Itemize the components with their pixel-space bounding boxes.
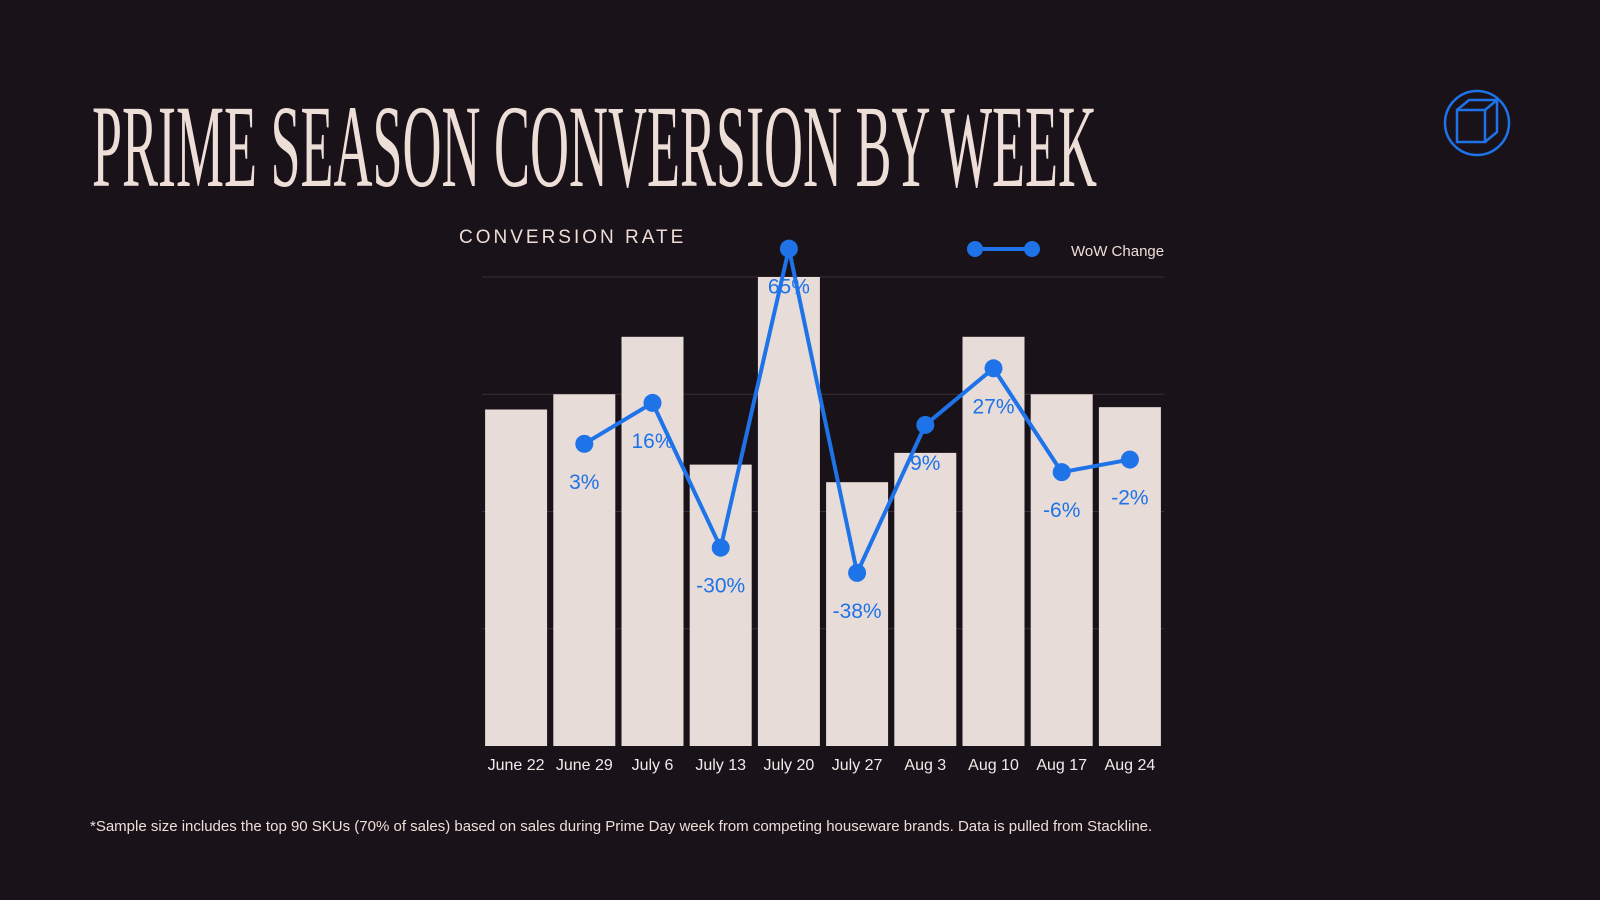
legend-marker [967,241,983,257]
data-label: 65% [768,276,810,299]
chart-title: PRIME SEASON CONVERSION BY WEEK [92,81,1097,212]
data-label: -2% [1111,487,1148,510]
line-point [575,434,594,453]
data-label: -30% [696,575,745,598]
line-point [1120,450,1139,469]
x-tick-label: July 13 [695,757,746,774]
x-tick-label: Aug 17 [1036,757,1087,774]
line-point [1052,463,1071,482]
x-tick-label: Aug 10 [968,757,1019,774]
line-point [643,393,662,412]
x-tick-label: Aug 3 [904,757,946,774]
line-point [916,415,935,434]
line-point [711,538,730,557]
legend-label: WoW Change [1071,243,1164,260]
x-tick-label: June 22 [488,757,545,774]
line-point [779,239,798,258]
bar [485,409,548,746]
bar [962,336,1025,746]
data-label: 27% [972,395,1014,418]
data-label: -38% [833,600,882,623]
x-tick-label: June 29 [556,757,613,774]
x-tick-label: Aug 24 [1105,757,1156,774]
footnote: *Sample size includes the top 90 SKUs (7… [90,818,1152,835]
line-point [984,359,1003,378]
x-tick-label: July 27 [832,757,883,774]
data-label: 16% [631,430,673,453]
line-point [848,563,867,582]
bar [1030,394,1093,746]
bar [553,394,616,746]
x-tick-label: July 20 [764,757,815,774]
logo [1443,89,1511,157]
legend-marker [1024,241,1040,257]
x-tick-label: July 6 [632,757,674,774]
data-label: 3% [569,471,599,494]
data-label: -6% [1043,499,1080,522]
bar [689,464,752,746]
y-axis-title: CONVERSION RATE [459,227,686,248]
data-label: 9% [910,452,940,475]
bar [894,452,957,746]
